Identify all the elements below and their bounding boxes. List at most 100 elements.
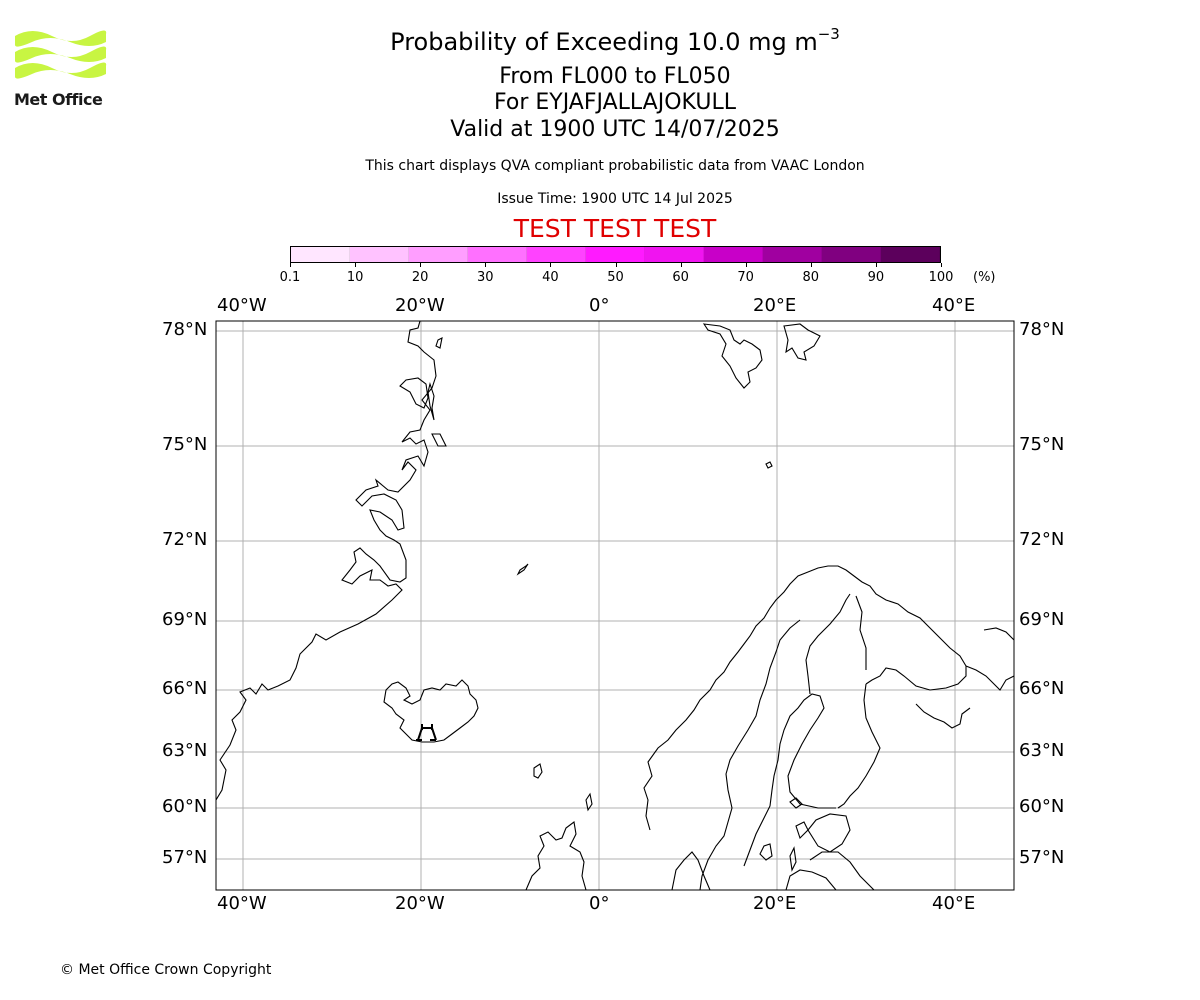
colorbar-segment bbox=[409, 247, 468, 262]
colorbar-tick-mark bbox=[941, 263, 942, 267]
lat-label-right-72n: 72°N bbox=[1019, 529, 1065, 550]
sweden-norway-border bbox=[837, 683, 881, 809]
greenland-island bbox=[427, 382, 435, 421]
colorbar-tick-mark bbox=[615, 263, 617, 267]
colorbar-segment bbox=[704, 247, 763, 262]
white-sea bbox=[915, 703, 971, 729]
lat-label-right-60n: 60°N bbox=[1019, 796, 1065, 817]
colorbar-tick-mark bbox=[875, 263, 877, 267]
svalbard-east bbox=[783, 323, 821, 361]
norway-sweden-border-south bbox=[699, 619, 801, 890]
colorbar-tick-mark bbox=[745, 263, 747, 267]
map-frame bbox=[215, 320, 1015, 891]
lat-label-right-57n: 57°N bbox=[1019, 847, 1065, 868]
colorbar-tick-mark bbox=[420, 263, 422, 267]
valid-time: Valid at 1900 UTC 14/07/2025 bbox=[450, 117, 780, 142]
scandinavia-coast bbox=[671, 851, 711, 890]
faroe-coast bbox=[533, 763, 543, 779]
iceland-coast bbox=[383, 679, 479, 743]
volcano-marker bbox=[416, 724, 437, 741]
colorbar-segment bbox=[468, 247, 527, 262]
lon-label-top-0: 0° bbox=[589, 295, 610, 316]
colorbar-tick-mark bbox=[680, 263, 682, 267]
colorbar-tick-label: 20 bbox=[411, 270, 429, 285]
oland-coast bbox=[789, 846, 797, 872]
greenland-island-3 bbox=[435, 337, 443, 349]
lon-label-top-40w: 40°W bbox=[217, 295, 267, 316]
map-background bbox=[216, 321, 1014, 890]
colorbar-segment bbox=[763, 247, 822, 262]
colorbar-segment bbox=[527, 247, 586, 262]
colorbar-segment bbox=[822, 247, 881, 262]
colorbar-segment bbox=[350, 247, 409, 262]
kanin-coast bbox=[983, 627, 1014, 641]
jan-mayen-coast bbox=[516, 563, 529, 576]
denmark-coast bbox=[759, 843, 773, 861]
colorbar-tick-mark bbox=[810, 263, 812, 267]
issue-time: Issue Time: 1900 UTC 14 Jul 2025 bbox=[497, 191, 733, 207]
colorbar-tick-label: 10 bbox=[346, 270, 364, 285]
lat-label-right-66n: 66°N bbox=[1019, 678, 1065, 699]
colorbar-tick-label: 60 bbox=[672, 270, 689, 285]
kola-coast bbox=[965, 665, 1014, 691]
baltic-south bbox=[785, 869, 837, 890]
disclaimer-text: This chart displays QVA compliant probab… bbox=[365, 158, 865, 174]
lat-label-left-72n: 72°N bbox=[162, 529, 208, 550]
colorbar-tick-label: 100 bbox=[928, 270, 954, 285]
colorbar-tick-label: 30 bbox=[477, 270, 494, 285]
colorbar-tick-label: 80 bbox=[802, 270, 820, 285]
colorbar-tick-label: 70 bbox=[737, 270, 754, 285]
coastlines bbox=[216, 321, 1014, 890]
norway-coast bbox=[643, 565, 967, 831]
met-office-logo-text: Met Office bbox=[14, 90, 103, 109]
lat-label-right-69n: 69°N bbox=[1019, 609, 1065, 630]
colorbar-unit: (%) bbox=[973, 270, 996, 285]
lat-label-left-66n: 66°N bbox=[162, 678, 208, 699]
shetland-coast bbox=[585, 792, 593, 812]
lon-label-bottom-20w: 20°W bbox=[395, 893, 445, 914]
finland-russia-border bbox=[855, 595, 867, 670]
colorbar bbox=[290, 246, 941, 263]
lon-label-bottom-40w: 40°W bbox=[217, 893, 267, 914]
lat-label-right-78n: 78°N bbox=[1019, 319, 1065, 340]
lon-label-top-40e: 40°E bbox=[932, 295, 976, 316]
met-office-logo: Met Office bbox=[12, 28, 112, 114]
colorbar-tick-mark bbox=[355, 263, 357, 267]
colorbar-tick-label: 50 bbox=[607, 270, 624, 285]
lat-label-left-75n: 75°N bbox=[162, 434, 208, 455]
lat-label-left-57n: 57°N bbox=[162, 847, 208, 868]
gulf-of-bothnia bbox=[743, 693, 836, 867]
colorbar-tick-label: 40 bbox=[542, 270, 559, 285]
lon-label-bottom-0: 0° bbox=[589, 893, 610, 914]
colorbar-segment bbox=[881, 247, 940, 262]
lat-label-right-63n: 63°N bbox=[1019, 740, 1065, 761]
svalbard-coast bbox=[702, 323, 763, 389]
colorbar-tick-mark bbox=[550, 263, 552, 267]
colorbar-segment bbox=[586, 247, 645, 262]
colorbar-tick-label: 0.1 bbox=[279, 270, 301, 285]
lon-label-top-20w: 20°W bbox=[395, 295, 445, 316]
colorbar-segment bbox=[645, 247, 704, 262]
latvia-coast bbox=[809, 851, 875, 890]
bear-island bbox=[765, 461, 773, 469]
colorbar-tick-label: 90 bbox=[867, 270, 885, 285]
lat-label-left-69n: 69°N bbox=[162, 609, 208, 630]
lon-label-bottom-20e: 20°E bbox=[753, 893, 797, 914]
colorbar-tick-mark bbox=[485, 263, 487, 267]
met-office-logo-waves bbox=[14, 30, 107, 79]
greenland-coast bbox=[216, 321, 437, 801]
test-banner: TEST TEST TEST bbox=[513, 214, 717, 243]
title-superscript: −3 bbox=[817, 25, 840, 43]
volcano-name: For EYJAFJALLAJOKULL bbox=[494, 90, 736, 115]
greenland-inlet bbox=[399, 377, 429, 409]
chart-title: Probability of Exceeding 10.0 mg m−3 bbox=[390, 25, 840, 56]
scotland-coast bbox=[525, 821, 587, 890]
flight-level-range: From FL000 to FL050 bbox=[499, 64, 731, 89]
norway-sweden-border bbox=[805, 593, 851, 695]
colorbar-segment bbox=[291, 247, 350, 262]
lat-label-right-75n: 75°N bbox=[1019, 434, 1065, 455]
aland-coast bbox=[789, 797, 803, 809]
lat-label-left-60n: 60°N bbox=[162, 796, 208, 817]
copyright: © Met Office Crown Copyright bbox=[60, 962, 272, 978]
